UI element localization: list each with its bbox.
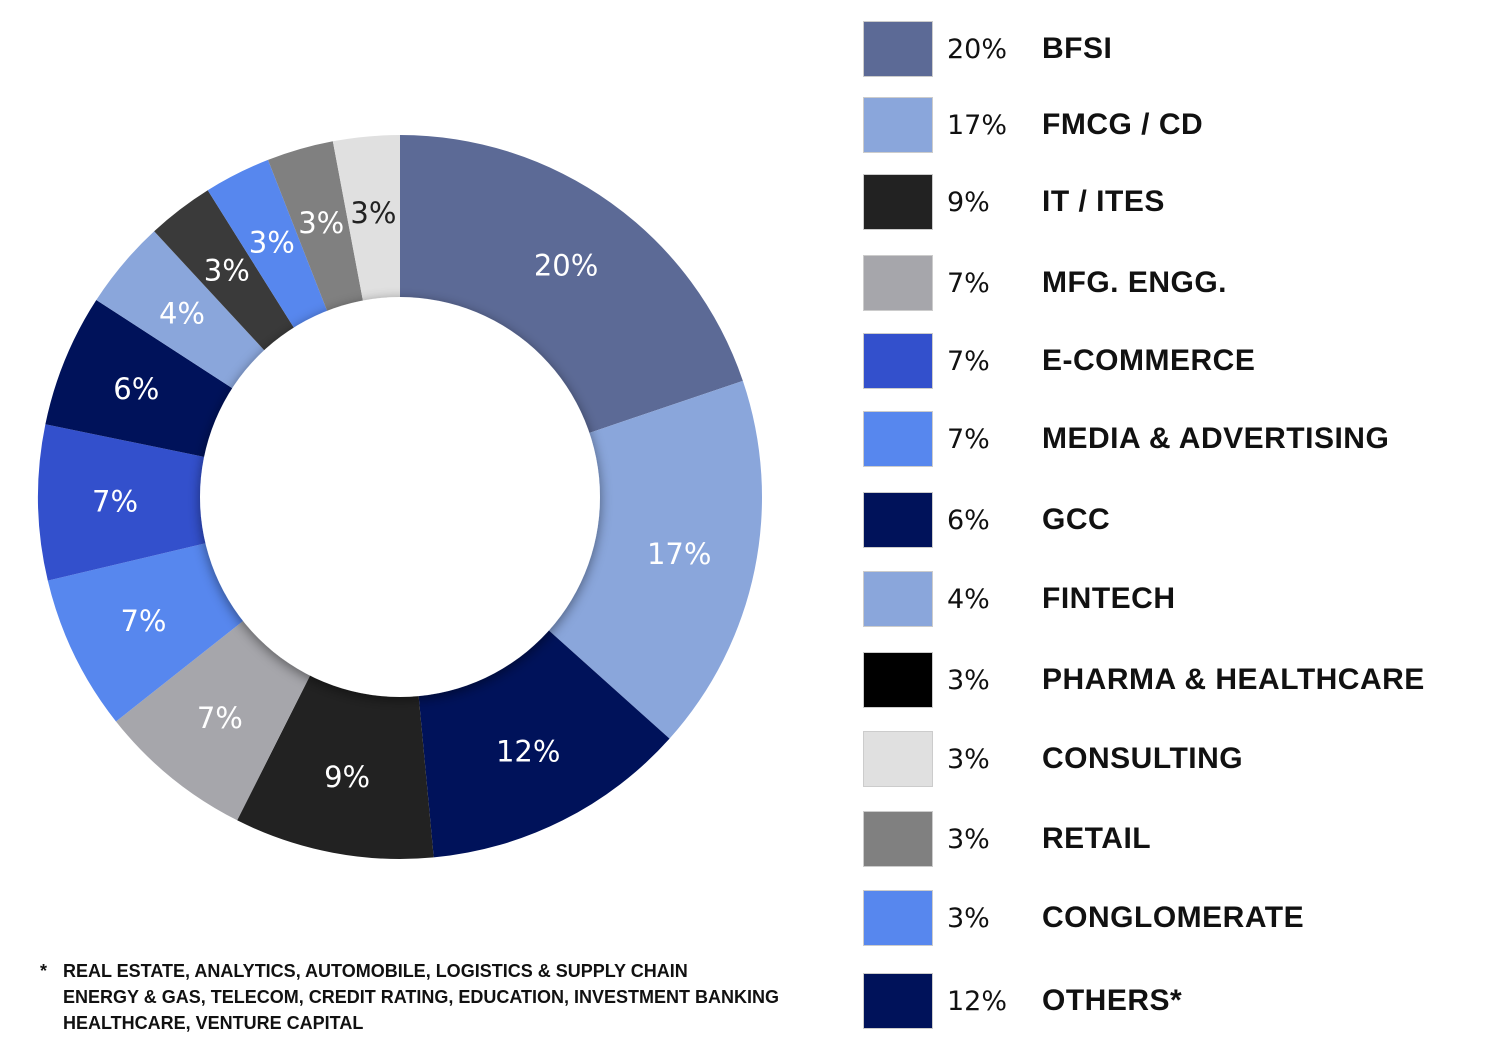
legend-label: MEDIA & ADVERTISING [1042, 422, 1390, 455]
slice-label: 7% [197, 701, 243, 735]
slice-label: 3% [298, 206, 344, 240]
legend-swatch [863, 21, 933, 77]
legend-item: 3% RETAIL [863, 811, 1151, 867]
slice-label: 3% [350, 196, 396, 230]
legend-percent: 4% [947, 583, 990, 615]
slice-label: 17% [647, 537, 711, 571]
legend-swatch [863, 890, 933, 946]
legend-item: 3% CONGLOMERATE [863, 890, 1304, 946]
footnote: * REAL ESTATE, ANALYTICS, AUTOMOBILE, LO… [40, 958, 779, 1036]
legend-item: 7% MEDIA & ADVERTISING [863, 411, 1389, 467]
legend-item: 4% FINTECH [863, 571, 1176, 627]
slice-consulting [332, 135, 400, 306]
slice-label: 6% [113, 372, 159, 406]
footnote-line: REAL ESTATE, ANALYTICS, AUTOMOBILE, LOGI… [63, 961, 688, 981]
legend-swatch [863, 652, 933, 708]
legend-item: 3% CONSULTING [863, 731, 1243, 787]
slice-label: 7% [92, 484, 138, 518]
donut-hole [200, 297, 600, 697]
legend-percent: 12% [947, 985, 1008, 1017]
legend-item: 12% OTHERS* [863, 973, 1182, 1029]
legend-label: PHARMA & HEALTHCARE [1042, 663, 1425, 696]
footnote-line: ENERGY & GAS, TELECOM, CREDIT RATING, ED… [63, 987, 780, 1007]
footnote-star: * [40, 961, 48, 981]
legend-item: 6% GCC [863, 492, 1110, 548]
legend-item: 7% E-COMMERCE [863, 333, 1255, 389]
legend-label: OTHERS* [1042, 984, 1183, 1017]
legend-percent: 7% [947, 345, 990, 377]
slice-gcc [45, 299, 237, 458]
legend-label: MFG. ENGG. [1042, 266, 1227, 299]
legend-percent: 20% [947, 33, 1008, 65]
legend-label: IT / ITES [1042, 185, 1165, 218]
slice-it-ites [237, 671, 434, 859]
slice-fmcg-cd [545, 380, 762, 739]
legend-swatch [863, 411, 933, 467]
slice-bfsi [400, 135, 743, 435]
legend-percent: 6% [947, 504, 990, 536]
legend-percent: 9% [947, 186, 990, 218]
slice-label: 3% [204, 254, 250, 288]
legend-label: FMCG / CD [1042, 108, 1204, 141]
slice-pharma-healthcare [154, 190, 297, 354]
legend-swatch [863, 811, 933, 867]
slice-others- [418, 627, 670, 858]
legend-swatch [863, 97, 933, 153]
legend-label: RETAIL [1042, 822, 1152, 855]
legend-percent: 3% [947, 743, 990, 775]
slice-conglomerate [207, 159, 329, 332]
legend-item: 9% IT / ITES [863, 174, 1165, 230]
legend-item: 3% PHARMA & HEALTHCARE [863, 652, 1425, 708]
legend-label: GCC [1042, 503, 1111, 536]
slice-mfg-engg- [115, 617, 313, 821]
footnote-line: HEALTHCARE, VENTURE CAPITAL [63, 1013, 364, 1033]
slice-label: 3% [249, 225, 295, 259]
legend-swatch [863, 492, 933, 548]
legend-percent: 7% [947, 267, 990, 299]
legend-percent: 3% [947, 902, 990, 934]
legend-swatch [863, 255, 933, 311]
legend-label: BFSI [1042, 32, 1113, 65]
legend-label: CONGLOMERATE [1042, 901, 1305, 934]
slice-label: 12% [496, 735, 560, 769]
slice-retail [267, 141, 364, 316]
legend-label: E-COMMERCE [1042, 344, 1256, 377]
slice-label: 7% [120, 604, 166, 638]
donut-chart: 20%17%12%9%7%7%7%6%4%3%3%3% 3% [38, 135, 762, 859]
legend-percent: 17% [947, 109, 1008, 141]
slice-label: 4% [159, 296, 205, 330]
legend-percent: 3% [947, 823, 990, 855]
legend-item: 20% BFSI [863, 21, 1112, 77]
slice-label: 9% [324, 760, 370, 794]
legend-label: FINTECH [1042, 582, 1176, 615]
slice-e-commerce [38, 424, 211, 581]
legend-item: 17% FMCG / CD [863, 97, 1203, 153]
legend-percent: 3% [947, 664, 990, 696]
legend-item: 7% MFG. ENGG. [863, 255, 1227, 311]
legend-label: CONSULTING [1042, 742, 1244, 775]
slice-media-advertising [47, 542, 248, 722]
slice-label: 20% [534, 248, 598, 282]
legend-swatch [863, 973, 933, 1029]
legend-swatch [863, 571, 933, 627]
legend-swatch [863, 333, 933, 389]
legend-percent: 7% [947, 423, 990, 455]
slice-fintech [96, 231, 268, 391]
legend-swatch [863, 731, 933, 787]
legend-swatch [863, 174, 933, 230]
